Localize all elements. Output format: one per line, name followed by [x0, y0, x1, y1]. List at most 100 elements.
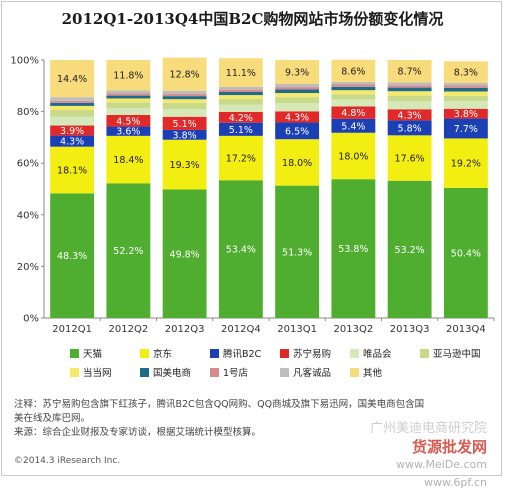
bar-segment	[275, 103, 320, 112]
data-label: 11.1%	[226, 68, 256, 79]
note-line-3: 来源：综合企业财报及专家访谈，根据艾瑞统计模型核算。	[14, 427, 262, 438]
bar-segment	[443, 187, 488, 318]
bar-segment	[275, 87, 320, 90]
bar-segment	[50, 146, 95, 194]
data-label: 3.8%	[454, 109, 478, 120]
legend-swatch	[280, 348, 289, 358]
note-line-1: 注释：苏宁易购包含旗下红孩子，腾讯B2C包含QQ网购、QQ商城及旗下易迅网，国美…	[14, 399, 425, 410]
legend-label: 亚马逊中国	[433, 349, 481, 360]
bar-segment	[275, 89, 320, 94]
bar-segment	[218, 122, 263, 136]
data-label: 5.1%	[229, 125, 253, 136]
data-label: 53.4%	[226, 245, 256, 256]
bar-segment	[106, 93, 151, 96]
note-line-2: 美在线及库巴网。	[14, 413, 91, 424]
bar-segment	[443, 61, 488, 83]
bar-segment	[106, 126, 151, 136]
bar-segment	[218, 89, 263, 92]
legend-label: 1号店	[223, 368, 249, 379]
data-label: 6.5%	[285, 126, 309, 137]
y-tick-label: 0%	[23, 314, 39, 325]
bar-segment	[50, 102, 95, 106]
bar-segment	[218, 98, 263, 105]
bar-segment	[106, 114, 151, 127]
data-label: 3.6%	[116, 127, 140, 138]
bar-segment	[218, 58, 263, 87]
chart-frame	[1, 1, 502, 476]
data-label: 5.1%	[173, 119, 197, 130]
data-label: 5.8%	[398, 123, 422, 134]
bar-segment	[443, 91, 488, 96]
bar-segment	[162, 102, 207, 110]
data-label: 14.4%	[57, 74, 87, 85]
y-tick-label: 20%	[17, 262, 39, 273]
bar-segment	[443, 108, 488, 119]
bar-segment	[275, 122, 320, 140]
data-label: 5.4%	[341, 121, 365, 132]
bar-segment	[443, 138, 488, 188]
bar-segment	[162, 189, 207, 318]
x-tick-label: 2013Q4	[446, 324, 486, 335]
bar-segment	[106, 183, 151, 318]
bar-segment	[275, 60, 320, 84]
bar-segment	[50, 193, 95, 318]
bar-segment	[162, 57, 207, 91]
data-label: 7.7%	[454, 124, 478, 135]
legend-item: 凡客诚品	[280, 365, 350, 379]
bar-segment	[275, 83, 320, 88]
data-label: 18.4%	[113, 155, 143, 166]
data-label: 51.3%	[282, 247, 312, 258]
data-label: 11.8%	[113, 71, 143, 82]
bar-segment	[50, 125, 95, 136]
legend-swatch	[140, 367, 149, 377]
x-tick-label: 2012Q2	[109, 324, 149, 335]
watermark-line-1: 广州美迪电商研究院	[369, 421, 487, 436]
bar-segment	[275, 185, 320, 318]
bar-segment	[387, 87, 432, 92]
x-tick-label: 2013Q3	[390, 324, 430, 335]
legend-item: 腾讯B2C	[210, 346, 280, 360]
legend-label: 腾讯B2C	[223, 349, 262, 360]
data-label: 17.6%	[395, 154, 425, 165]
bar-segment	[387, 91, 432, 96]
data-label: 3.9%	[60, 126, 84, 137]
bar-segment	[106, 60, 151, 91]
data-label: 17.2%	[226, 154, 256, 165]
bar-segment	[50, 135, 95, 147]
bar-segment	[218, 135, 263, 181]
legend-swatch	[70, 348, 79, 358]
bar-segment	[162, 94, 207, 97]
bar-segment	[331, 94, 376, 100]
bar-segment	[106, 95, 151, 99]
bar-segment	[443, 118, 488, 139]
chart-notes: 注释：苏宁易购包含旗下红孩子，腾讯B2C包含QQ网购、QQ商城及旗下易迅网，国美…	[14, 398, 484, 440]
watermark-line-3: www.MeiDe.com	[395, 458, 487, 471]
bar-segment	[106, 135, 151, 184]
bar-segment	[50, 105, 95, 111]
bar-segment	[331, 86, 376, 91]
legend-swatch	[280, 367, 289, 377]
data-label: 8.6%	[341, 66, 365, 77]
copyright-text: ©2014.3 iResearch Inc.	[14, 456, 121, 466]
y-tick-label: 40%	[17, 210, 39, 221]
x-tick-label: 2012Q3	[165, 324, 205, 335]
legend-swatch	[210, 348, 219, 358]
data-label: 50.4%	[451, 248, 481, 259]
stacked-bar-chart: 0%20%40%60%80%100%48.3%18.1%4.3%3.9%14.4…	[10, 56, 495, 335]
bar-segment	[331, 90, 376, 95]
legend-item: 国美电商	[140, 365, 210, 379]
legend-swatch	[210, 367, 219, 377]
data-label: 48.3%	[57, 251, 87, 262]
bar-segment	[275, 139, 320, 186]
bar-segment	[331, 81, 376, 85]
bar-segment	[275, 93, 320, 98]
bar-segment	[50, 97, 95, 101]
bar-segment	[50, 60, 95, 98]
bar-segment	[275, 111, 320, 123]
bar-segment	[443, 85, 488, 88]
data-label: 4.8%	[341, 108, 365, 119]
bar-segment	[218, 91, 263, 96]
y-tick-label: 100%	[10, 56, 39, 67]
bar-segment	[387, 85, 432, 88]
legend-swatch	[350, 367, 359, 377]
